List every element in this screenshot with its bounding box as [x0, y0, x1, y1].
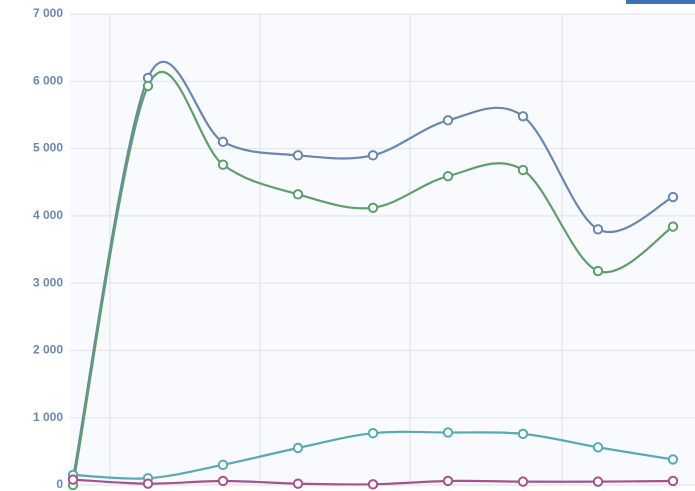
y-tick-label: 3 000	[33, 275, 63, 289]
point	[517, 111, 529, 122]
line	[71, 70, 674, 486]
point	[142, 80, 154, 92]
y-tick-label: 4 000	[33, 208, 63, 222]
point	[442, 115, 454, 126]
point	[367, 202, 379, 213]
point	[517, 428, 529, 440]
point	[292, 478, 304, 489]
point	[217, 459, 229, 471]
point	[592, 476, 604, 487]
point	[517, 476, 529, 487]
point	[292, 189, 304, 200]
point	[667, 475, 679, 487]
plot-area	[70, 14, 695, 486]
point	[367, 150, 379, 161]
point	[592, 442, 604, 453]
point	[367, 479, 379, 490]
y-tick-label: 6 000	[33, 73, 63, 87]
toolbar-button[interactable]	[626, 0, 695, 4]
point	[217, 159, 229, 170]
point	[517, 164, 529, 176]
point	[217, 475, 229, 487]
point	[217, 136, 229, 148]
point	[442, 170, 454, 182]
y-tick-label: 0	[56, 477, 63, 491]
point	[667, 221, 679, 232]
point	[592, 224, 604, 235]
point	[367, 427, 379, 439]
y-tick-label: 7 000	[33, 6, 63, 20]
y-tick-label: 5 000	[33, 141, 63, 155]
point	[292, 442, 304, 454]
point	[442, 427, 454, 438]
point	[667, 191, 679, 203]
point	[667, 454, 679, 465]
point	[292, 150, 304, 161]
y-tick-label: 2 000	[33, 343, 63, 357]
point	[442, 475, 454, 487]
line	[71, 60, 674, 479]
point	[592, 265, 604, 277]
point	[142, 478, 154, 489]
point	[67, 474, 79, 485]
y-tick-label: 1 000	[33, 410, 63, 424]
